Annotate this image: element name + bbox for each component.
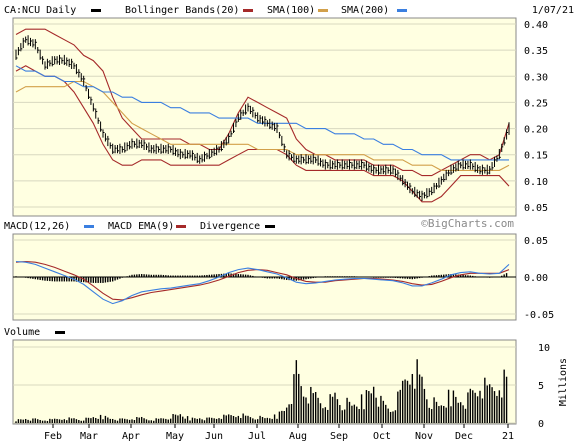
volume-axis-label: Millions <box>558 358 569 406</box>
price-tick-label: 0.30 <box>524 72 548 83</box>
x-tick-label: Aug <box>289 431 307 442</box>
sma100-label: SMA(100) <box>267 5 315 16</box>
price-tick-label: 0.15 <box>524 151 548 162</box>
bollinger-label: Bollinger Bands(20) <box>125 5 239 16</box>
macd-axis: 0.05 0.00 -0.05 <box>524 236 554 321</box>
volume-bars-layer <box>15 359 508 423</box>
price-axis: 0.40 0.35 0.30 0.25 0.20 0.15 0.10 0.05 <box>524 20 548 214</box>
macd-tick-label: 0.05 <box>524 236 548 247</box>
x-tick-label: 21 <box>502 431 514 442</box>
volume-label: Volume <box>4 327 40 338</box>
macd-line <box>15 260 510 305</box>
bollinger-upper-line <box>15 28 510 177</box>
divergence-legend-swatch <box>265 225 275 228</box>
volume-axis: 10 5 0 <box>538 343 550 430</box>
x-tick-label: Oct <box>373 431 391 442</box>
x-tick-label: Nov <box>415 431 433 442</box>
sma200-legend-swatch <box>397 9 407 12</box>
price-tick-label: 0.35 <box>524 46 548 57</box>
x-tick-label: Dec <box>455 431 473 442</box>
x-tick-label: May <box>166 431 184 442</box>
volume-panel <box>12 339 517 425</box>
x-tick-label: Jul <box>248 431 266 442</box>
macd-tick-label: 0.00 <box>524 273 548 284</box>
price-legend-swatch <box>91 9 101 12</box>
sma100-legend-swatch <box>318 9 328 12</box>
volume-tick-label: 0 <box>538 419 544 430</box>
x-tick-label: Jun <box>205 431 223 442</box>
bollinger-legend-swatch <box>243 9 253 12</box>
price-tick-label: 0.05 <box>524 203 548 214</box>
macd-tick-label: -0.05 <box>524 310 554 321</box>
watermark: ©BigCharts.com <box>421 217 514 230</box>
price-tick-label: 0.40 <box>524 20 548 31</box>
volume-tick-label: 10 <box>538 343 550 354</box>
price-tick-label: 0.25 <box>524 98 548 109</box>
macd-ema-label: MACD EMA(9) <box>108 221 174 232</box>
symbol-label: CA:NCU Daily <box>4 5 76 16</box>
price-bars-layer <box>15 35 510 201</box>
chart-date: 1/07/21 <box>532 5 574 16</box>
macd-series-layer <box>15 260 510 305</box>
macd-label: MACD(12,26) <box>4 221 70 232</box>
sma200-label: SMA(200) <box>341 5 389 16</box>
volume-legend-swatch <box>55 331 65 334</box>
macd-legend-swatch <box>84 225 94 228</box>
x-tick-label: Sep <box>330 431 348 442</box>
x-tick-label: Apr <box>122 431 140 442</box>
price-tick-label: 0.20 <box>524 125 548 136</box>
x-axis: Feb Mar Apr May Jun Jul Aug Sep Oct Nov Dec 21 <box>44 424 514 442</box>
volume-tick-label: 5 <box>538 381 544 392</box>
x-tick-label: Mar <box>80 431 98 442</box>
macd-ema-legend-swatch <box>176 225 186 228</box>
x-tick-label: Feb <box>44 431 62 442</box>
price-tick-label: 0.10 <box>524 177 548 188</box>
divergence-label: Divergence <box>200 221 260 232</box>
